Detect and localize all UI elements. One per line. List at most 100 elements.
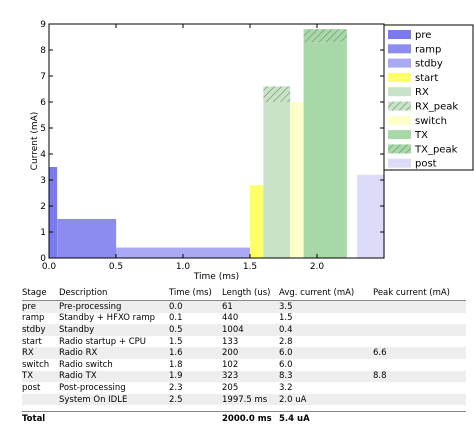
- cell-stage: [22, 393, 59, 406]
- legend-swatch-pre: [388, 30, 411, 39]
- legend-swatch-switch: [388, 115, 411, 125]
- table-row: ramp Standby + HFXO ramp 0.1 440 1.5: [22, 313, 466, 325]
- bar-tx: [303, 42, 347, 259]
- cell-length: 1004: [222, 324, 279, 336]
- cell-description: System On IDLE: [59, 393, 169, 406]
- legend-label: ramp: [415, 44, 441, 55]
- cell-description: Pre-processing: [59, 300, 169, 313]
- legend-swatch-start: [388, 72, 411, 82]
- cell-length: 1997.5 ms: [222, 393, 279, 406]
- cell-length: 440: [222, 313, 239, 324]
- legend-label: stdby: [415, 59, 443, 70]
- cell-time: 1.5: [169, 336, 183, 347]
- total-row: Total 2000.0 ms 5.4 uA: [22, 411, 466, 426]
- y-tick-label: 0: [40, 254, 46, 264]
- legend-swatch-tx: [388, 130, 411, 140]
- cell-length: 200: [222, 347, 279, 359]
- cell-time: 0.0: [169, 300, 222, 313]
- total-description: [59, 411, 169, 426]
- cell-peak-current: [373, 313, 466, 325]
- bar-tx-peak: [303, 29, 347, 43]
- x-tick-label: 0.0: [42, 262, 57, 272]
- header-length: Length (us): [222, 286, 279, 301]
- table-row: start Radio startup + CPU 1.5 133 2.8: [22, 336, 466, 348]
- bar-switch: [290, 102, 304, 258]
- bar-stdby: [116, 247, 251, 258]
- cell-peak-current: [373, 300, 466, 313]
- legend-label: pre: [415, 30, 431, 41]
- chart-canvas: 0 1 2 3 4 5 6 7 8 9 0.0 0.5 1.0 1.5 2.0 Time (ms) Curren…: [30, 20, 474, 282]
- cell-stage: stdby: [22, 324, 59, 336]
- x-axis-label: Time (ms): [193, 272, 239, 282]
- cell-peak-current: [373, 336, 466, 348]
- total-length: 2000.0 ms: [222, 411, 279, 426]
- cell-avg-current: 2.0 uA: [279, 393, 373, 406]
- cell-description: Standby: [59, 324, 169, 336]
- table-row: pre Pre-processing 0.0 61 3.5: [22, 300, 466, 313]
- cell-description: Radio switch: [59, 359, 113, 370]
- table-row: post Post-processing 2.3 205 3.2: [22, 382, 466, 394]
- legend-swatch-hatch: [388, 144, 411, 154]
- x-tick-label: 1.5: [243, 262, 257, 272]
- cell-length: 133: [222, 336, 239, 347]
- cell-stage: start: [22, 336, 42, 347]
- legend-label: start: [415, 73, 438, 84]
- y-tick-label: 5: [40, 124, 46, 134]
- legend-label: post: [415, 159, 437, 170]
- y-tick-label: 9: [40, 20, 46, 30]
- y-tick-label: 1: [40, 228, 46, 238]
- cell-avg-current: 6.0: [279, 347, 373, 359]
- bar-rx: [263, 102, 291, 258]
- y-tick-label: 2: [40, 202, 46, 212]
- current-profile-chart: 0 1 2 3 4 5 6 7 8 9 0.0 0.5 1.0 1.5 2.0 Time (ms) Curren…: [30, 20, 474, 282]
- cell-avg-current: 6.0: [279, 359, 293, 370]
- table-row: stdby Standby 0.5 1004 0.4: [22, 324, 466, 336]
- table-row: System On IDLE 2.5 1997.5 ms 2.0 uA: [22, 393, 466, 406]
- x-tick-label: 0.5: [109, 262, 123, 272]
- cell-avg-current: 8.3: [279, 370, 373, 383]
- cell-peak-current: [373, 359, 466, 371]
- cell-length: 61: [222, 300, 279, 313]
- total-avg-current: 5.4 uA: [279, 411, 373, 426]
- stage-table-container: Stage Description Time (ms) Length (us) …: [22, 286, 466, 426]
- cell-stage: pre: [22, 300, 59, 313]
- cell-avg-current: 2.8: [279, 336, 293, 347]
- cell-avg-current: 3.2: [279, 382, 293, 393]
- cell-stage: switch: [22, 359, 50, 370]
- total-peak-current: [373, 411, 466, 426]
- cell-description: Radio RX: [59, 347, 169, 359]
- x-tick-label: 1.0: [176, 262, 191, 272]
- cell-time: 0.5: [169, 324, 222, 336]
- legend-swatch-rx: [388, 87, 411, 97]
- legend-swatch-hatch: [388, 101, 411, 111]
- cell-time: 1.6: [169, 347, 222, 359]
- cell-length: 205: [222, 382, 239, 393]
- cell-peak-current: [373, 382, 466, 394]
- legend-label: RX: [415, 87, 429, 98]
- legend-label: TX_peak: [414, 144, 458, 155]
- bar-post: [357, 174, 385, 258]
- cell-stage: post: [22, 382, 41, 393]
- legend-swatch-stdby: [388, 58, 411, 68]
- stage-table: Stage Description Time (ms) Length (us) …: [22, 286, 466, 426]
- legend-swatch-ramp: [388, 44, 411, 54]
- cell-time: 1.8: [169, 359, 183, 370]
- cell-description: Radio startup + CPU: [59, 336, 146, 347]
- header-time: Time (ms): [169, 286, 222, 301]
- bar-pre: [49, 167, 58, 258]
- header-peak-current: Peak current (mA): [373, 286, 466, 301]
- cell-stage: RX: [22, 347, 59, 359]
- y-tick-label: 8: [40, 46, 46, 56]
- cell-time: 1.9: [169, 370, 222, 383]
- y-axis-label: Current (mA): [30, 112, 40, 171]
- cell-peak-current: [373, 393, 466, 406]
- legend-label: RX_peak: [415, 102, 458, 113]
- y-tick-label: 7: [40, 72, 46, 82]
- table-row: RX Radio RX 1.6 200 6.0 6.6: [22, 347, 466, 359]
- cell-avg-current: 3.5: [279, 300, 373, 313]
- header-stage: Stage: [22, 286, 59, 301]
- legend-label: switch: [415, 116, 447, 127]
- table-row: TX Radio TX 1.9 323 8.3 8.8: [22, 370, 466, 383]
- cell-peak-current: 6.6: [373, 347, 466, 359]
- bar-start: [250, 185, 268, 258]
